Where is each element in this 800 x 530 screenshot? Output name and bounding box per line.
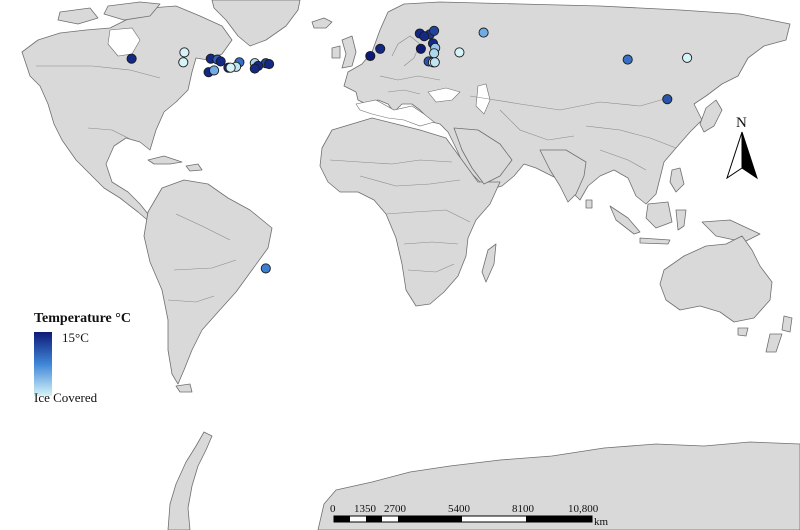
tierra-del-fuego [175,383,193,393]
sulawesi [675,209,687,231]
site-marker-21 [429,25,440,36]
greenland [211,0,301,47]
arctic-islands [103,1,161,21]
baltic-coast [391,35,421,67]
sri-lanka [585,199,593,209]
site-marker-30 [454,47,465,58]
arctic-islands-west [57,7,99,25]
site-marker-33 [682,52,693,63]
japan [699,99,723,133]
australia [659,235,773,323]
temperature-legend: Temperature °C 15°C Ice Covered [34,311,131,405]
scale-tick-4: 8100 [512,503,535,515]
hispaniola [185,163,203,172]
site-marker-15 [225,62,236,73]
site-marker-5 [215,56,226,67]
scale-tick-0: 0 [330,503,336,515]
cuba [147,155,183,165]
site-marker-24 [415,43,426,54]
borneo [645,201,673,229]
arabian-peninsula [453,127,513,185]
site-marker-34 [662,94,673,105]
scale-unit: km [594,516,609,528]
new-zealand-south [765,333,783,353]
site-marker-1 [179,47,190,58]
site-marker-10 [264,59,275,70]
black-sea [427,87,461,103]
legend-max-label: 15°C [62,330,89,345]
ireland [331,45,341,59]
site-marker-32 [622,54,633,65]
site-marker-35 [260,263,271,274]
site-marker-13 [209,65,220,76]
antarctica [317,441,800,530]
site-marker-29 [429,57,440,68]
antarctic-peninsula [167,431,213,530]
legend-title: Temperature °C [34,311,131,326]
north-arrow-label: N [736,115,747,131]
site-marker-22 [419,31,430,42]
great-britain [341,35,357,69]
scale-tick-2: 2700 [384,503,407,515]
site-marker-16 [249,63,260,74]
scale-tick-1: 1350 [354,503,377,515]
south-america [143,179,273,385]
legend-color-ramp [34,332,52,396]
site-marker-18 [365,50,376,62]
site-marker-2 [178,57,189,68]
philippines [669,167,685,193]
scale-tick-5: 10,800 [568,503,599,515]
java [639,237,671,245]
north-arrow-icon: N [726,115,758,180]
sumatra [609,205,641,235]
scale-bar: 0 1350 2700 5400 8100 10,800 km [330,503,609,528]
sample-sites [126,25,693,274]
country-borders [36,65,677,303]
caspian-sea [475,83,491,115]
india [539,149,587,203]
madagascar [481,243,497,283]
new-zealand-north [781,315,793,333]
site-marker-26 [429,48,440,59]
site-marker-17 [375,43,386,54]
scale-tick-3: 5400 [448,503,471,515]
site-marker-0 [126,53,137,64]
site-marker-31 [478,27,489,38]
new-guinea [701,219,761,243]
legend-min-label: Ice Covered [34,390,98,405]
mediterranean-sea [355,99,435,127]
tasmania [737,327,749,337]
iceland [311,17,333,29]
